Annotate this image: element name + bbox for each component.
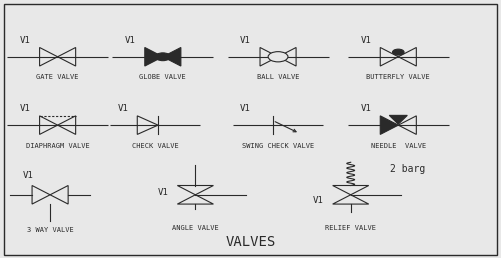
Circle shape xyxy=(392,49,404,55)
Circle shape xyxy=(268,52,288,62)
Text: V1: V1 xyxy=(158,188,168,197)
Polygon shape xyxy=(389,115,407,124)
Text: 3 WAY VALVE: 3 WAY VALVE xyxy=(27,227,74,233)
Text: V1: V1 xyxy=(125,36,136,45)
Circle shape xyxy=(155,53,170,61)
Text: NEEDLE  VALVE: NEEDLE VALVE xyxy=(371,143,426,149)
Polygon shape xyxy=(145,47,163,66)
Text: V1: V1 xyxy=(240,104,251,113)
Text: V1: V1 xyxy=(23,171,34,180)
Text: GLOBE VALVE: GLOBE VALVE xyxy=(139,74,186,80)
Text: RELIEF VALVE: RELIEF VALVE xyxy=(325,224,376,230)
Polygon shape xyxy=(163,47,181,66)
Text: V1: V1 xyxy=(360,104,371,113)
Text: GATE VALVE: GATE VALVE xyxy=(37,74,79,80)
Text: V1: V1 xyxy=(20,36,31,45)
Text: ANGLE VALVE: ANGLE VALVE xyxy=(172,224,219,230)
Text: 2 barg: 2 barg xyxy=(390,164,426,174)
Text: V1: V1 xyxy=(360,36,371,45)
Text: V1: V1 xyxy=(313,196,324,205)
Text: BUTTERFLY VALVE: BUTTERFLY VALVE xyxy=(366,74,430,80)
Text: VALVES: VALVES xyxy=(225,235,276,249)
Text: V1: V1 xyxy=(240,36,251,45)
Text: CHECK VALVE: CHECK VALVE xyxy=(132,143,179,149)
Text: V1: V1 xyxy=(20,104,31,113)
Polygon shape xyxy=(380,116,398,134)
Text: BALL VALVE: BALL VALVE xyxy=(257,74,299,80)
Text: DIAPHRAGM VALVE: DIAPHRAGM VALVE xyxy=(26,143,90,149)
Text: V1: V1 xyxy=(117,104,128,113)
Text: SWING CHECK VALVE: SWING CHECK VALVE xyxy=(242,143,314,149)
